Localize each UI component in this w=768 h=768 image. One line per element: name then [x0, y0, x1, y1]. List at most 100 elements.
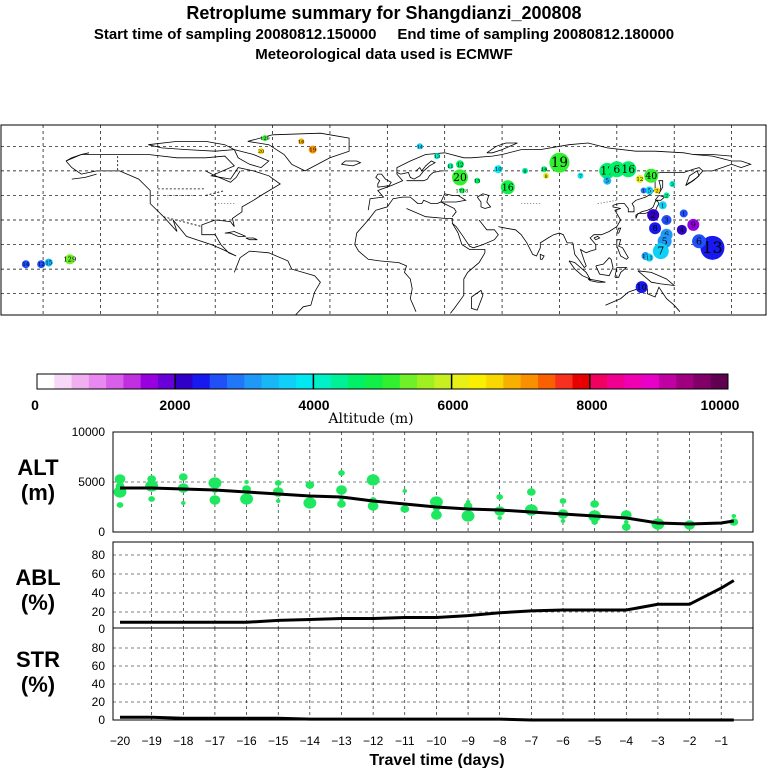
alt-scatter-point: [461, 510, 475, 522]
alt-scatter-point: [337, 500, 346, 508]
alt-scatter-point: [524, 504, 538, 516]
map-marker: 19: [549, 152, 570, 173]
map-marker-label: 15: [45, 261, 52, 267]
map-marker-dot: [658, 201, 667, 210]
map-marker: 14: [417, 143, 423, 150]
map-marker-label: 14: [417, 144, 423, 150]
alt-scatter-point: [274, 480, 282, 486]
map-marker-label: 6: [613, 163, 620, 176]
map-marker: 2: [647, 209, 660, 222]
sakhalin-coast: [658, 180, 664, 194]
x-tick-label: −17: [205, 734, 226, 748]
map-marker-label: 5: [662, 236, 668, 247]
map-marker-label: 2: [651, 210, 656, 220]
madagascar-coast: [471, 289, 484, 311]
novaya-zemlya-coast: [486, 142, 518, 154]
str-ytick: 20: [92, 695, 106, 709]
colorbar-cell: [503, 374, 522, 389]
abl-label: ABL: [15, 565, 60, 590]
x-tick-label: −13: [331, 734, 352, 748]
mediterranean-coast: [375, 196, 457, 217]
alt-scatter-point: [178, 473, 188, 481]
map-marker-dot: [500, 180, 515, 195]
alaska-coast: [65, 152, 90, 162]
map-marker: 20: [258, 148, 264, 155]
map-marker: 12: [37, 260, 46, 269]
map-marker-dot: [44, 258, 53, 267]
alt-scatter-point: [591, 519, 598, 525]
x-tick-label: −14: [300, 734, 321, 748]
map-marker-label: 13: [434, 154, 440, 160]
meteorological-data-subtitle: Meteorological data used is ECMWF: [255, 46, 513, 63]
map-marker-label: 8: [544, 174, 547, 180]
alt-scatter-point: [336, 485, 347, 495]
colorbar-cell: [192, 374, 211, 389]
map-marker: 14: [541, 166, 547, 173]
colorbar-cell: [555, 374, 573, 389]
arabia-coast: [452, 219, 499, 249]
map-marker-label: 3: [671, 182, 674, 188]
map-marker-dot: [676, 224, 687, 235]
map-marker-dot: [669, 180, 676, 187]
alt-scatter-point: [275, 499, 281, 503]
alt-scatter-point: [431, 510, 442, 520]
map-marker: 4: [676, 224, 687, 235]
colorbar-cell: [175, 374, 193, 389]
alt-scatter-point: [590, 500, 599, 508]
map-marker: 5: [645, 186, 654, 195]
alt-scatter-point: [114, 474, 126, 484]
colorbar-cell: [106, 374, 124, 389]
new-guinea-coast: [637, 270, 676, 287]
map-marker-label: 12: [457, 162, 464, 168]
map-marker-label: 12: [636, 177, 643, 183]
abl-line: [120, 579, 735, 624]
colorbar-cell: [296, 374, 314, 389]
colorbar-tick-6000: 6000: [437, 397, 468, 413]
x-tick-label: −9: [461, 734, 475, 748]
map-marker-dot: [37, 260, 46, 269]
alt-ytick: 0: [98, 525, 105, 539]
alt-mean-line: [120, 486, 735, 526]
map-marker-label: 5: [648, 189, 652, 195]
map-marker-dot: [645, 186, 654, 195]
colorbar-cell: [88, 374, 107, 389]
colorbar-cell: [658, 374, 677, 389]
graticule: [1, 125, 766, 315]
map-marker-dot: [474, 177, 481, 184]
x-tick-label: −2: [683, 734, 697, 748]
map-marker: 11: [645, 253, 654, 262]
alt-scatter-point: [731, 514, 737, 518]
iceland-coast: [341, 160, 362, 167]
map-marker: 10: [494, 165, 503, 174]
map-marker-dot: [541, 166, 548, 173]
map-marker-dot: [645, 253, 654, 262]
map-marker: 15: [474, 177, 481, 185]
colorbar-cell: [37, 374, 55, 389]
map-marker-label: 9: [691, 220, 696, 230]
map-marker: 13: [434, 153, 440, 160]
map-marker-dot: [522, 167, 529, 174]
colorbar-cell: [313, 374, 332, 389]
map-marker: 11: [447, 162, 454, 170]
colorbar-tick-0: 0: [31, 397, 39, 413]
map-marker: 12: [456, 160, 464, 169]
x-axis-ticks: −20 −19 −18 −17 −16 −15 −14 −13 −12 −11 −10 −9 −8 −7 −…: [110, 734, 729, 748]
x-tick-label: −20: [110, 734, 131, 748]
map-marker-label: 129: [63, 256, 76, 264]
map-marker-label: 129: [260, 136, 270, 142]
colorbar-tick-2000: 2000: [159, 397, 190, 413]
baffin-coast: [233, 149, 270, 169]
map-marker-dot: [494, 165, 503, 174]
x-tick-label: −18: [173, 734, 194, 748]
map-marker: 1: [658, 201, 667, 210]
alt-scatter-point: [244, 480, 249, 484]
map-marker-dot: [652, 243, 669, 260]
map-marker: 9: [522, 167, 529, 175]
taiwan-coast: [616, 227, 622, 234]
hudson-bay-coast: [205, 170, 241, 183]
map-marker-label: 7: [657, 245, 664, 258]
africa-coast: [354, 209, 417, 312]
colorbar-cell: [451, 374, 470, 389]
altitude-colorbar: 0 2000 4000 6000 8000 10000 Altitude (m): [31, 373, 740, 427]
map-marker-label: 2: [655, 189, 658, 195]
